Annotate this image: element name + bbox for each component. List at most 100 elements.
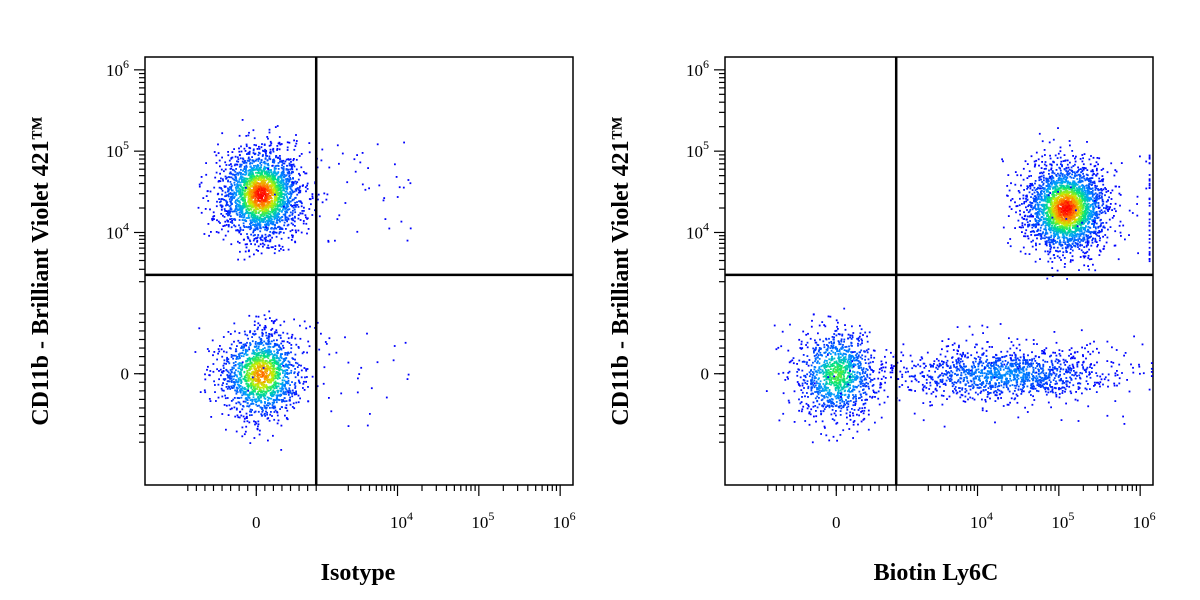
event-dot: [231, 368, 234, 371]
event-dot: [257, 182, 260, 184]
event-dot: [241, 211, 244, 213]
event-dot: [265, 355, 267, 358]
event-dot: [255, 383, 257, 386]
event-dot: [229, 207, 232, 209]
event-dot: [279, 367, 281, 370]
event-dot: [240, 374, 243, 376]
event-dot: [215, 400, 217, 402]
event-dot: [252, 396, 255, 399]
event-dot: [227, 151, 229, 153]
event-dot: [252, 167, 255, 169]
event-dot: [277, 367, 280, 370]
event-dot: [255, 349, 258, 351]
event-dot: [229, 196, 232, 199]
event-dot: [227, 211, 229, 214]
event-dot: [246, 206, 248, 208]
event-dot: [286, 381, 288, 383]
event-dot: [270, 397, 273, 400]
event-dot: [232, 398, 235, 401]
event-dot: [264, 369, 267, 371]
event-dot: [204, 391, 207, 394]
event-dot: [257, 179, 260, 181]
event-dot: [249, 219, 252, 222]
event-dot: [1113, 174, 1116, 177]
event-dot: [232, 193, 234, 196]
event-dot: [250, 222, 252, 225]
event-dot: [278, 228, 281, 231]
event-dot: [295, 203, 298, 206]
event-dot: [326, 193, 329, 196]
event-dot: [263, 204, 266, 207]
event-dot: [256, 328, 259, 331]
event-dot: [272, 223, 275, 226]
event-dot: [289, 191, 292, 193]
event-dot: [256, 185, 258, 187]
event-dot: [254, 180, 256, 182]
event-dot: [249, 175, 252, 177]
event-dot: [259, 394, 261, 397]
event-dot: [234, 354, 237, 357]
event-dot: [292, 223, 294, 226]
event-dot: [1092, 156, 1095, 159]
event-dot: [254, 423, 256, 426]
event-dot: [239, 207, 242, 209]
event-dot: [267, 337, 270, 339]
event-dot: [273, 161, 276, 164]
event-dot: [253, 195, 256, 198]
event-dot: [224, 224, 226, 227]
event-dot: [268, 362, 271, 365]
event-dot: [230, 356, 233, 358]
event-dot: [225, 195, 228, 197]
event-dot: [223, 404, 226, 406]
event-dot: [262, 348, 264, 350]
event-dot: [298, 382, 301, 384]
event-dot: [289, 200, 292, 203]
event-dot: [253, 345, 256, 348]
event-dot: [287, 248, 290, 251]
event-dot: [265, 214, 268, 217]
event-dot: [282, 390, 285, 393]
event-dot: [229, 347, 231, 349]
event-dot: [320, 332, 322, 335]
event-dot: [242, 178, 245, 181]
event-dot: [272, 178, 274, 180]
event-dot: [282, 205, 285, 208]
event-dot: [263, 160, 266, 163]
event-dot: [275, 156, 277, 159]
event-dot: [203, 389, 206, 392]
event-dot: [265, 410, 267, 413]
event-dot: [275, 215, 278, 218]
event-dot: [274, 126, 277, 128]
event-dot: [238, 401, 241, 404]
event-dot: [247, 156, 250, 159]
event-dot: [256, 148, 259, 150]
event-dot: [259, 203, 261, 206]
event-dot: [273, 387, 276, 390]
event-dot: [276, 348, 278, 351]
event-dot: [294, 387, 297, 389]
event-dot: [283, 189, 286, 192]
event-dot: [250, 243, 252, 245]
event-dot: [253, 324, 256, 326]
event-dot: [1036, 198, 1039, 201]
event-dot: [262, 374, 264, 377]
event-dot: [261, 197, 264, 200]
event-dot: [283, 397, 286, 400]
event-dot: [257, 160, 260, 162]
event-dot: [1063, 257, 1066, 259]
event-dot: [275, 194, 277, 196]
event-dot: [220, 177, 222, 180]
event-dot: [254, 385, 256, 388]
event-dot: [308, 198, 311, 200]
event-dot: [255, 355, 258, 358]
event-dot: [270, 373, 273, 376]
event-dot: [249, 414, 251, 417]
event-dot: [239, 250, 241, 253]
event-dot: [271, 378, 273, 381]
event-dot: [239, 173, 242, 175]
event-dot: [274, 174, 277, 177]
event-dot: [264, 212, 267, 215]
event-dot: [276, 145, 279, 147]
event-dot: [279, 200, 281, 203]
event-dot: [222, 378, 225, 380]
